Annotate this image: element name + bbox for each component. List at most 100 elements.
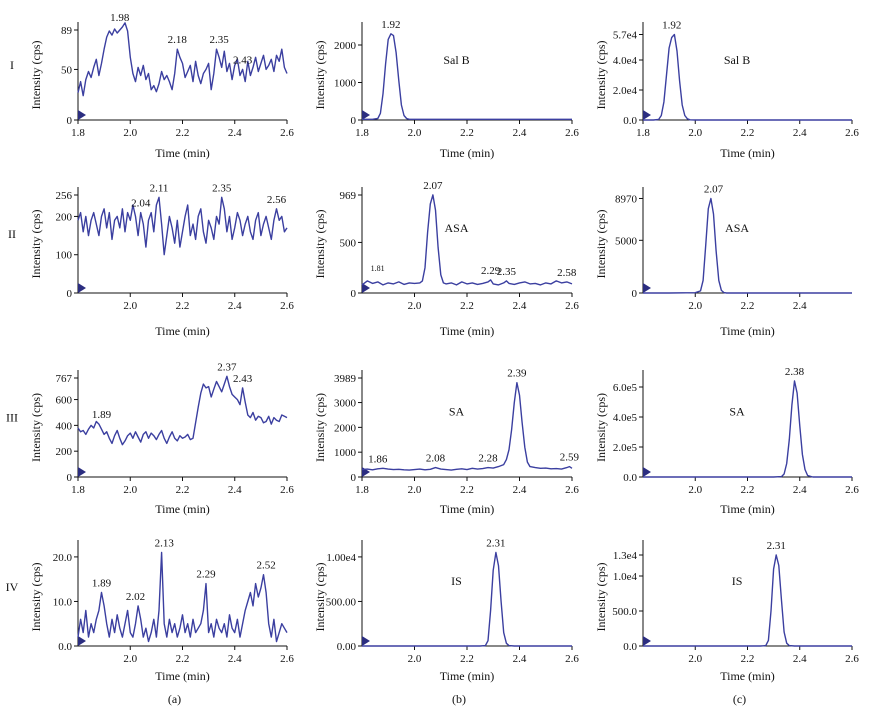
chart-c1-x-tick-label: 2.2 bbox=[741, 127, 755, 139]
chart-b3-y-tick-label: 1000 bbox=[334, 447, 357, 459]
chart-b4-x-tick-label: 2.6 bbox=[565, 653, 579, 665]
chart-a4-baseline-marker bbox=[78, 636, 86, 646]
chart-a2-x-tick-label: 2.0 bbox=[123, 300, 137, 312]
chart-b3-baseline-marker bbox=[362, 467, 370, 477]
chart-a1-peak-label: 2.35 bbox=[209, 34, 229, 46]
chart-b4-compound-label: IS bbox=[451, 574, 462, 588]
chart-c1-baseline-marker bbox=[643, 110, 651, 120]
chart-c1-x-axis-title: Time (min) bbox=[720, 146, 775, 160]
chart-c4-trace bbox=[643, 554, 852, 647]
chart-a3-y-tick-label: 200 bbox=[56, 446, 73, 458]
chart-a2-trace bbox=[77, 196, 288, 256]
chart-c4-x-tick-label: 2.6 bbox=[845, 653, 859, 665]
chart-c2-x-tick-label: 2.4 bbox=[793, 300, 807, 312]
chart-c3-baseline-marker bbox=[643, 467, 651, 477]
chart-c4-compound-label: IS bbox=[732, 574, 743, 588]
chart-c2-y-axis-title: Intensity (cps) bbox=[594, 210, 608, 279]
chart-b1-x-tick-label: 2.2 bbox=[460, 127, 474, 139]
chart-a1-peak-label: 2.43 bbox=[233, 54, 253, 66]
chart-a2-x-axis-title: Time (min) bbox=[155, 324, 210, 338]
chart-c2-compound-label: ASA bbox=[725, 221, 749, 235]
chart-c3-y-tick-label: 0.0 bbox=[623, 472, 637, 484]
chart-a1-x-tick-label: 2.6 bbox=[280, 127, 294, 139]
chart-b2-x-tick-label: 2.2 bbox=[460, 300, 474, 312]
chart-b3-peak-label: 2.08 bbox=[426, 453, 446, 465]
row-label-III: III bbox=[6, 411, 18, 425]
chart-c3-x-tick-label: 2.2 bbox=[741, 484, 755, 496]
chart-c3-trace bbox=[643, 380, 852, 478]
chart-b4-y-tick-label: 1.00e4 bbox=[326, 552, 356, 564]
chart-c4-y-tick-label: 500.0 bbox=[612, 606, 637, 618]
chart-a1-x-tick-label: 2.4 bbox=[228, 127, 242, 139]
chart-c2-y-tick-label: 8970 bbox=[615, 193, 638, 205]
chart-c2-x-axis-title: Time (min) bbox=[720, 324, 775, 338]
chart-b2-peak-label: 2.58 bbox=[557, 267, 577, 279]
chart-c1-compound-label: Sal B bbox=[724, 53, 750, 67]
chart-c2-y-tick-label: 0 bbox=[632, 288, 638, 300]
chart-c1-y-tick-label: 0.0 bbox=[623, 115, 637, 127]
row-label-I: I bbox=[10, 58, 14, 72]
chart-b1-y-tick-label: 2000 bbox=[334, 40, 357, 52]
chart-a2-x-tick-label: 2.4 bbox=[228, 300, 242, 312]
chart-a3-peak-label: 2.37 bbox=[217, 361, 237, 373]
chart-b1-x-tick-label: 1.8 bbox=[355, 127, 369, 139]
chart-b3-y-tick-label: 3989 bbox=[334, 373, 357, 385]
chart-a4-y-tick-label: 0.0 bbox=[58, 641, 72, 653]
chart-b2-trace bbox=[361, 194, 573, 286]
chart-b4-baseline-marker bbox=[362, 636, 370, 646]
chart-b4-y-tick-label: 0.00 bbox=[337, 641, 357, 653]
chart-c3-x-tick-label: 2.4 bbox=[793, 484, 807, 496]
chart-b3-y-tick-label: 0 bbox=[351, 472, 357, 484]
column-label-0: (a) bbox=[168, 692, 181, 706]
chart-b3-trace bbox=[361, 382, 573, 471]
chart-a3-y-axis-title: Intensity (cps) bbox=[29, 393, 43, 462]
chart-b3-peak-label: 2.59 bbox=[560, 452, 580, 464]
chart-a4-y-axis-title: Intensity (cps) bbox=[29, 563, 43, 632]
chart-a1-x-tick-label: 2.0 bbox=[123, 127, 137, 139]
chart-a4-peak-label: 1.89 bbox=[92, 578, 112, 590]
chart-b1-y-tick-label: 1000 bbox=[334, 78, 357, 90]
chart-a4-y-tick-label: 10.0 bbox=[53, 596, 73, 608]
chart-a1-y-tick-label: 0 bbox=[67, 115, 73, 127]
chart-b2-peak-label: 2.29 bbox=[481, 265, 501, 277]
chart-a1-baseline-marker bbox=[78, 110, 86, 120]
chart-b3-x-tick-label: 2.4 bbox=[513, 484, 527, 496]
chart-a4-peak-label: 2.29 bbox=[196, 569, 216, 581]
chart-a3-x-tick-label: 2.2 bbox=[176, 484, 190, 496]
chart-b2-y-tick-label: 500 bbox=[340, 237, 357, 249]
chart-b3-peak-label: 1.86 bbox=[368, 453, 388, 465]
chart-c2-x-tick-label: 2.2 bbox=[741, 300, 755, 312]
chart-c4-y-tick-label: 1.3e4 bbox=[613, 550, 638, 562]
chart-a3-y-tick-label: 400 bbox=[56, 420, 73, 432]
chart-c4-y-axis-title: Intensity (cps) bbox=[594, 563, 608, 632]
chart-c4-x-axis-title: Time (min) bbox=[720, 669, 775, 683]
chart-a1-trace bbox=[77, 22, 288, 97]
chart-a4-trace bbox=[77, 551, 288, 643]
chart-b3-y-tick-label: 2000 bbox=[334, 422, 357, 434]
chart-c1-y-tick-label: 4.0e4 bbox=[613, 55, 638, 67]
chart-c1-x-tick-label: 2.0 bbox=[688, 127, 702, 139]
chart-b1-y-tick-label: 0 bbox=[351, 115, 357, 127]
chart-b4-x-axis-title: Time (min) bbox=[440, 669, 495, 683]
chart-b2-compound-label: ASA bbox=[444, 221, 468, 235]
chart-a1-y-axis-title: Intensity (cps) bbox=[29, 41, 43, 110]
chart-b3-x-tick-label: 1.8 bbox=[355, 484, 369, 496]
chart-a3-trace bbox=[77, 375, 288, 446]
chart-a3-x-tick-label: 2.4 bbox=[228, 484, 242, 496]
chart-a3-y-tick-label: 0 bbox=[67, 472, 73, 484]
chart-a4-x-tick-label: 2.6 bbox=[280, 653, 294, 665]
chart-a2-y-tick-label: 200 bbox=[56, 211, 73, 223]
chart-c3-y-tick-label: 6.0e5 bbox=[613, 382, 638, 394]
chart-b2-x-axis-title: Time (min) bbox=[440, 324, 495, 338]
chart-c1-peak-label: 1.92 bbox=[662, 20, 681, 32]
chart-b2-x-tick-label: 2.6 bbox=[565, 300, 579, 312]
chart-c4-x-tick-label: 2.0 bbox=[688, 653, 702, 665]
chart-a2-baseline-marker bbox=[78, 283, 86, 293]
chart-b1-peak-label: 1.92 bbox=[381, 19, 400, 31]
chart-b3-y-tick-label: 3000 bbox=[334, 398, 357, 410]
chart-a3-x-tick-label: 2.0 bbox=[123, 484, 137, 496]
chart-b2-y-tick-label: 969 bbox=[340, 190, 357, 202]
chart-c4-baseline-marker bbox=[643, 636, 651, 646]
chart-b4-y-tick-label: 500.00 bbox=[326, 596, 357, 608]
column-label-1: (b) bbox=[452, 692, 466, 706]
